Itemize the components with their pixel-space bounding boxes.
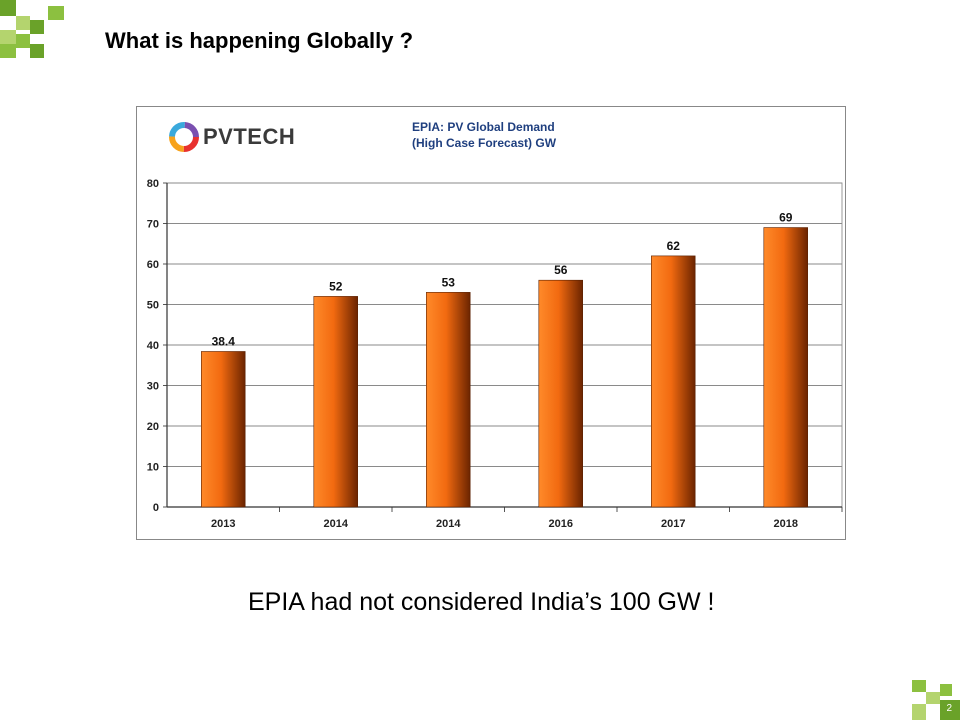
bar-value-label: 56 [554, 263, 568, 277]
y-tick-label: 70 [147, 219, 159, 231]
chart-frame: PVTECH EPIA: PV Global Demand (High Case… [136, 106, 846, 540]
x-tick-label: 2018 [774, 518, 798, 530]
logo-text: PVTECH [203, 124, 296, 149]
x-tick-label: 2017 [661, 518, 685, 530]
y-tick-label: 80 [147, 178, 159, 190]
bar [651, 255, 696, 508]
y-tick-label: 50 [147, 300, 159, 312]
x-tick-label: 2013 [211, 518, 235, 530]
bar [763, 227, 808, 508]
y-tick-label: 60 [147, 259, 159, 271]
bar-value-label: 52 [329, 279, 343, 293]
bar-value-label: 38.4 [212, 334, 236, 348]
corner-decoration-bottom-right [910, 680, 960, 720]
chart-title-block: EPIA: PV Global Demand (High Case Foreca… [412, 119, 556, 151]
page-number: 2 [946, 703, 952, 714]
pvtech-logo: PVTECH [167, 117, 295, 157]
bar-chart: 0 10 20 30 40 50 60 70 80 38.4 2013 52 2014 53 2014 56 2… [147, 178, 843, 530]
bar-value-label: 53 [442, 275, 456, 289]
y-tick-label: 40 [147, 340, 159, 352]
x-tick-label: 2014 [436, 518, 461, 530]
bar [538, 279, 583, 508]
bar [426, 292, 471, 508]
corner-decoration-top-left [0, 0, 70, 60]
bar [313, 296, 358, 508]
bar-value-label: 69 [779, 211, 793, 225]
x-tick-label: 2014 [324, 518, 349, 530]
slide-title: What is happening Globally ? [105, 28, 414, 53]
pvtech-ring-logo-icon [169, 122, 199, 152]
bar-value-label: 62 [667, 239, 681, 253]
y-tick-label: 30 [147, 381, 159, 393]
slide-note: EPIA had not considered India’s 100 GW ! [248, 588, 715, 616]
x-tick-label: 2016 [549, 518, 573, 530]
y-tick-label: 20 [147, 421, 159, 433]
y-tick-label: 10 [147, 462, 159, 474]
y-tick-label: 0 [153, 502, 159, 514]
chart-subtitle: (High Case Forecast) GW [412, 136, 557, 150]
chart-title: EPIA: PV Global Demand [412, 120, 555, 134]
bar [201, 351, 246, 508]
